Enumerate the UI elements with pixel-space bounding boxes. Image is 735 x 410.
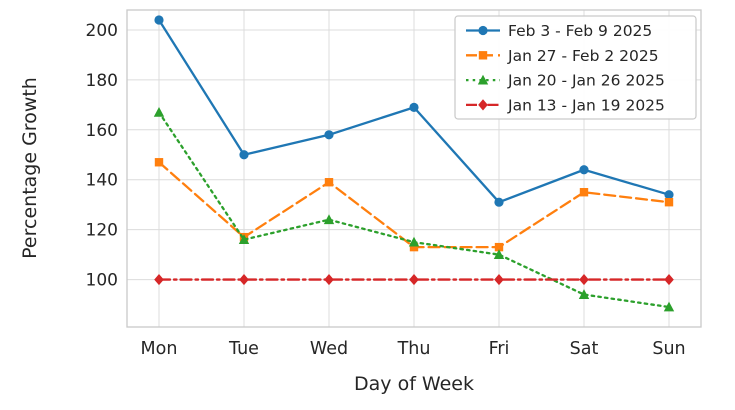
x-tick-label: Mon: [141, 339, 178, 359]
marker-circle: [409, 102, 419, 112]
marker-square: [409, 242, 419, 252]
marker-diamond: [154, 273, 164, 286]
marker-triangle: [477, 74, 489, 85]
marker-triangle: [153, 106, 165, 117]
y-tick-label: 200: [86, 21, 118, 41]
marker-diamond: [664, 273, 674, 286]
marker-diamond: [239, 273, 249, 286]
marker-circle: [324, 130, 334, 140]
x-tick-label: Tue: [228, 339, 259, 359]
legend-item-label: Feb 3 - Feb 9 2025: [508, 22, 652, 40]
marker-triangle: [578, 289, 590, 299]
marker-triangle: [663, 301, 675, 312]
marker-triangle: [493, 249, 505, 260]
legend-box: [454, 15, 697, 120]
legend-item-label: Jan 20 - Jan 26 2025: [507, 72, 665, 90]
marker-circle: [154, 15, 164, 25]
marker-triangle: [323, 214, 335, 225]
x-tick-label: Sun: [652, 339, 685, 359]
marker-square: [154, 158, 164, 167]
x-tick-label: Sat: [570, 339, 599, 359]
y-tick-label: 120: [86, 221, 118, 241]
marker-triangle: [408, 236, 420, 247]
legend-item-label: Jan 13 - Jan 19 2025: [507, 96, 665, 114]
x-tick-label: Fri: [489, 339, 510, 359]
marker-square: [664, 197, 674, 207]
x-tick-label: Thu: [397, 339, 431, 359]
marker-square: [579, 188, 589, 197]
marker-square: [478, 51, 488, 60]
marker-diamond: [494, 273, 504, 286]
marker-circle: [664, 190, 674, 200]
x-tick-label: Wed: [310, 339, 348, 359]
marker-circle: [478, 25, 488, 36]
marker-diamond: [409, 273, 419, 286]
marker-triangle: [238, 234, 250, 245]
marker-circle: [579, 165, 589, 175]
y-tick-label: 140: [86, 171, 118, 191]
marker-diamond: [579, 273, 589, 286]
plot-border: [126, 9, 702, 328]
marker-circle: [239, 150, 249, 160]
y-tick-label: 100: [86, 271, 118, 291]
legend-item-label: Jan 27 - Feb 2 2025: [507, 47, 659, 65]
marker-square: [324, 178, 334, 187]
y-tick-label: 160: [86, 121, 118, 141]
y-tick-label: 180: [86, 71, 118, 91]
marker-square: [494, 242, 504, 252]
marker-diamond: [324, 273, 334, 286]
marker-diamond: [478, 99, 488, 111]
marker-circle: [494, 197, 504, 207]
